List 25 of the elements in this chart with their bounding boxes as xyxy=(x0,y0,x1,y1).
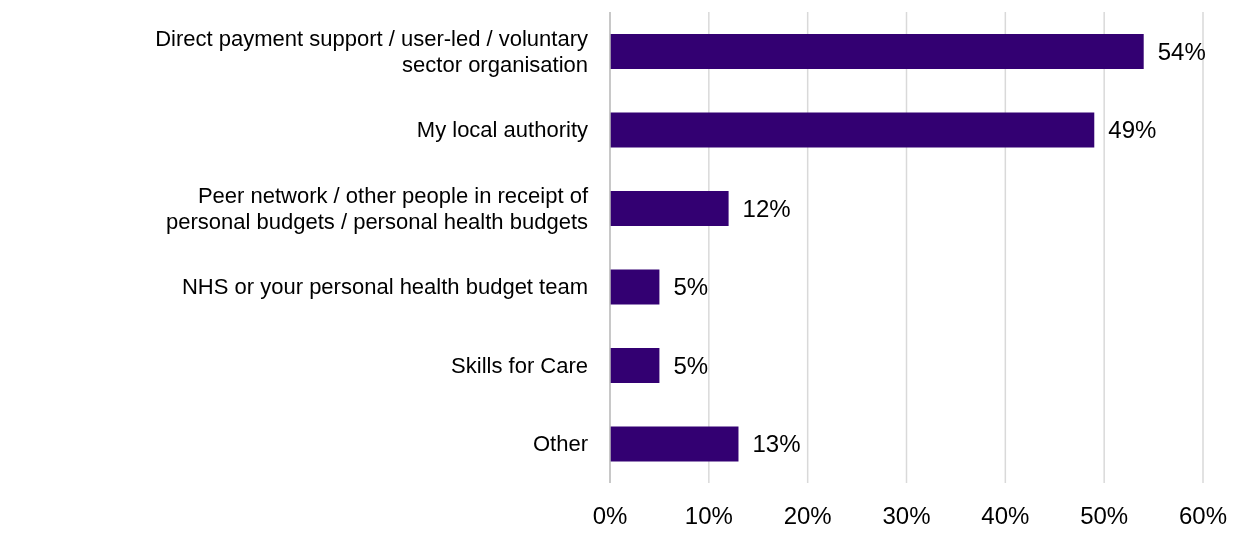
x-tick-label: 20% xyxy=(783,502,832,530)
data-label: 5% xyxy=(673,273,709,301)
bar xyxy=(610,269,660,305)
x-tick-label: 10% xyxy=(684,502,733,530)
x-tick-label: 30% xyxy=(882,502,931,530)
y-tick-label: Skills for Care xyxy=(451,352,588,378)
bar xyxy=(610,426,739,462)
x-tick-label: 0% xyxy=(592,502,628,530)
y-tick-label: Peer network / other people in receipt of personal budgets / personal health budgets xyxy=(166,182,589,234)
data-label: 54% xyxy=(1157,37,1206,65)
data-label: 49% xyxy=(1108,116,1157,144)
data-label: 5% xyxy=(673,351,709,379)
y-tick-label: Direct payment support / user-led / voluntary sector organisation xyxy=(155,25,588,77)
x-tick-label: 60% xyxy=(1178,502,1228,530)
bar xyxy=(610,347,660,383)
data-label: 12% xyxy=(742,194,791,222)
y-tick-label: My local authority xyxy=(416,117,588,143)
x-tick-label: 40% xyxy=(981,502,1030,530)
bar xyxy=(610,190,729,226)
y-tick-label: Other xyxy=(532,431,588,457)
data-label: 13% xyxy=(752,430,801,458)
bar xyxy=(610,33,1144,69)
x-tick-label: 50% xyxy=(1080,502,1129,530)
bar xyxy=(610,112,1095,148)
y-tick-label: NHS or your personal health budget team xyxy=(181,274,588,300)
